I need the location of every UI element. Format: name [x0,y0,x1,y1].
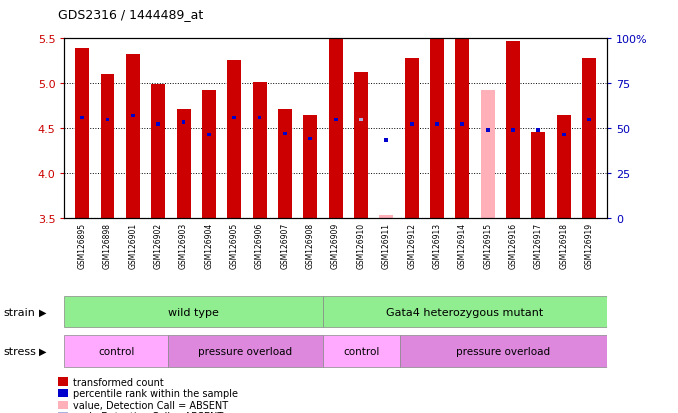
Text: stress: stress [3,346,36,356]
Text: GSM126906: GSM126906 [255,222,264,268]
Text: GSM126917: GSM126917 [534,222,543,268]
Bar [481,90,495,219]
Bar [207,134,211,137]
Bar [379,215,393,219]
Bar [485,129,490,133]
Bar [157,123,160,126]
Text: GSM126909: GSM126909 [331,222,340,268]
Text: GSM126901: GSM126901 [128,222,138,268]
Text: GSM126913: GSM126913 [433,222,441,268]
Text: ▶: ▶ [39,346,47,356]
Bar [64,296,323,328]
Text: pressure overload: pressure overload [456,346,551,356]
Bar [323,296,607,328]
Text: ▶: ▶ [39,307,47,317]
Bar [253,82,266,219]
Bar [106,119,109,122]
Bar [151,85,165,219]
Bar [359,119,363,122]
Bar [258,116,262,120]
Text: pressure overload: pressure overload [198,346,292,356]
Text: GDS2316 / 1444489_at: GDS2316 / 1444489_at [58,8,203,21]
Bar [329,39,342,219]
Text: control: control [98,346,134,356]
Bar [64,335,167,367]
Bar [435,123,439,126]
Text: GSM126902: GSM126902 [154,222,163,268]
Bar [308,137,312,141]
Bar [562,134,565,137]
Bar [460,123,464,126]
Bar [557,116,571,219]
Text: wild type: wild type [168,307,219,317]
Bar [410,123,414,126]
Text: control: control [343,346,380,356]
Bar [532,133,545,219]
Bar [75,49,89,219]
Text: GSM126910: GSM126910 [357,222,365,268]
Text: GSM126912: GSM126912 [407,222,416,268]
Bar [511,129,515,133]
Bar [405,59,418,219]
Bar [506,42,520,219]
Bar [303,116,317,219]
Text: GSM126916: GSM126916 [508,222,517,268]
Bar [100,75,115,219]
Bar [456,40,469,219]
Text: GSM126905: GSM126905 [230,222,239,268]
Text: GSM126919: GSM126919 [584,222,593,268]
Bar [430,40,444,219]
Text: GSM126911: GSM126911 [382,222,391,268]
Text: GSM126907: GSM126907 [281,222,290,268]
Text: GSM126898: GSM126898 [103,222,112,268]
Text: GSM126918: GSM126918 [559,222,568,268]
Bar [80,116,84,120]
Bar [354,72,368,219]
Text: value, Detection Call = ABSENT: value, Detection Call = ABSENT [73,400,228,410]
Bar [323,335,400,367]
Bar [227,61,241,219]
Bar [182,121,186,124]
Text: Gata4 heterozygous mutant: Gata4 heterozygous mutant [386,307,543,317]
Bar [582,59,596,219]
Text: GSM126908: GSM126908 [306,222,315,268]
Text: GSM126914: GSM126914 [458,222,467,268]
Bar [202,90,216,219]
Bar [167,335,323,367]
Text: GSM126895: GSM126895 [78,222,87,268]
Bar [176,109,191,219]
Text: transformed count: transformed count [73,377,163,387]
Text: GSM126904: GSM126904 [204,222,214,268]
Bar [283,133,287,136]
Bar [126,55,140,219]
Text: GSM126915: GSM126915 [483,222,492,268]
Text: percentile rank within the sample: percentile rank within the sample [73,388,237,398]
Bar [233,116,236,120]
Bar [131,115,135,118]
Bar [278,109,292,219]
Bar [384,139,388,142]
Text: GSM126903: GSM126903 [179,222,188,268]
Bar [334,119,338,122]
Bar [587,119,591,122]
Bar [400,335,607,367]
Bar [536,129,540,133]
Text: strain: strain [3,307,35,317]
Text: rank, Detection Call = ABSENT: rank, Detection Call = ABSENT [73,411,223,413]
